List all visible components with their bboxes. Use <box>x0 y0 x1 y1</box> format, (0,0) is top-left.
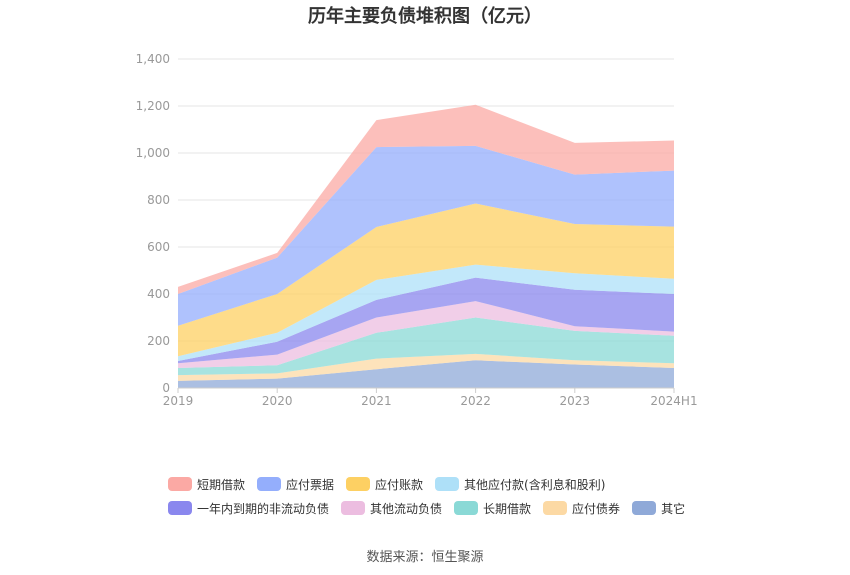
legend-label: 长期借款 <box>483 501 532 516</box>
legend-swatch <box>168 501 192 515</box>
legend-item[interactable]: 一年内到期的非流动负债 <box>168 500 329 517</box>
area-series <box>178 264 674 361</box>
y-tick-label: 1,200 <box>136 99 170 113</box>
y-tick-label: 0 <box>162 381 170 395</box>
area-series <box>178 317 674 376</box>
legend-item[interactable]: 应付债券 <box>543 500 620 517</box>
legend-swatch <box>257 477 282 491</box>
legend-label: 一年内到期的非流动负债 <box>197 501 330 516</box>
legend-label: 其他应付款(含利息和股利) <box>464 477 606 492</box>
x-tick-label: 2020 <box>262 394 293 408</box>
legend-item[interactable]: 短期借款 <box>168 476 245 493</box>
y-tick-label: 1,400 <box>136 52 170 66</box>
area-series <box>178 353 674 381</box>
legend-label: 应付债券 <box>572 501 621 516</box>
legend-label: 应付票据 <box>286 477 335 492</box>
legend: 短期借款 应付票据 应付账款 其他应付款(含利息和股利) 一年内到期的非流动负债… <box>168 472 728 520</box>
area-series <box>178 277 674 364</box>
legend-item[interactable]: 应付账款 <box>346 476 423 493</box>
y-tick-label: 400 <box>147 287 170 301</box>
y-tick-label: 1,000 <box>136 146 170 160</box>
legend-item[interactable]: 其他流动负债 <box>341 500 442 517</box>
legend-label: 应付账款 <box>375 477 424 492</box>
y-tick-label: 800 <box>147 193 170 207</box>
x-tick-label: 2023 <box>560 394 591 408</box>
area-series <box>178 301 674 368</box>
legend-swatch <box>543 501 568 515</box>
x-tick-label: 2021 <box>361 394 392 408</box>
area-series <box>178 145 674 326</box>
legend-item[interactable]: 应付票据 <box>257 476 334 493</box>
legend-item[interactable]: 其它 <box>632 500 685 517</box>
legend-label: 其它 <box>661 501 686 516</box>
legend-swatch <box>435 477 460 491</box>
legend-swatch <box>346 477 371 491</box>
y-tick-label: 200 <box>147 334 170 348</box>
y-tick-label: 600 <box>147 240 170 254</box>
legend-swatch <box>341 501 366 515</box>
legend-row-1: 短期借款 应付票据 应付账款 其他应付款(含利息和股利) <box>168 472 728 496</box>
axes: 0 200 400 600 800 1,000 1,200 1,400 2019 2020 2021… <box>136 52 698 408</box>
legend-swatch <box>632 501 657 515</box>
area-series <box>178 104 674 294</box>
area-series <box>178 104 674 388</box>
legend-label: 短期借款 <box>197 477 246 492</box>
x-tick-label: 2019 <box>163 394 194 408</box>
legend-swatch <box>454 501 479 515</box>
legend-swatch <box>168 477 192 491</box>
area-series <box>178 360 674 388</box>
area-series <box>178 203 674 357</box>
x-tick-label: 2022 <box>460 394 491 408</box>
source-note: 数据来源：恒生聚源 <box>366 550 484 565</box>
legend-item[interactable]: 长期借款 <box>454 500 531 517</box>
legend-row-2: 一年内到期的非流动负债 其他流动负债 长期借款 应付债券 其它 <box>168 496 728 520</box>
chart-title: 历年主要负债堆积图（亿元） <box>308 6 542 27</box>
legend-label: 其他流动负债 <box>370 501 443 516</box>
x-tick-label: 2024H1 <box>650 394 697 408</box>
legend-item[interactable]: 其他应付款(含利息和股利) <box>435 476 605 493</box>
